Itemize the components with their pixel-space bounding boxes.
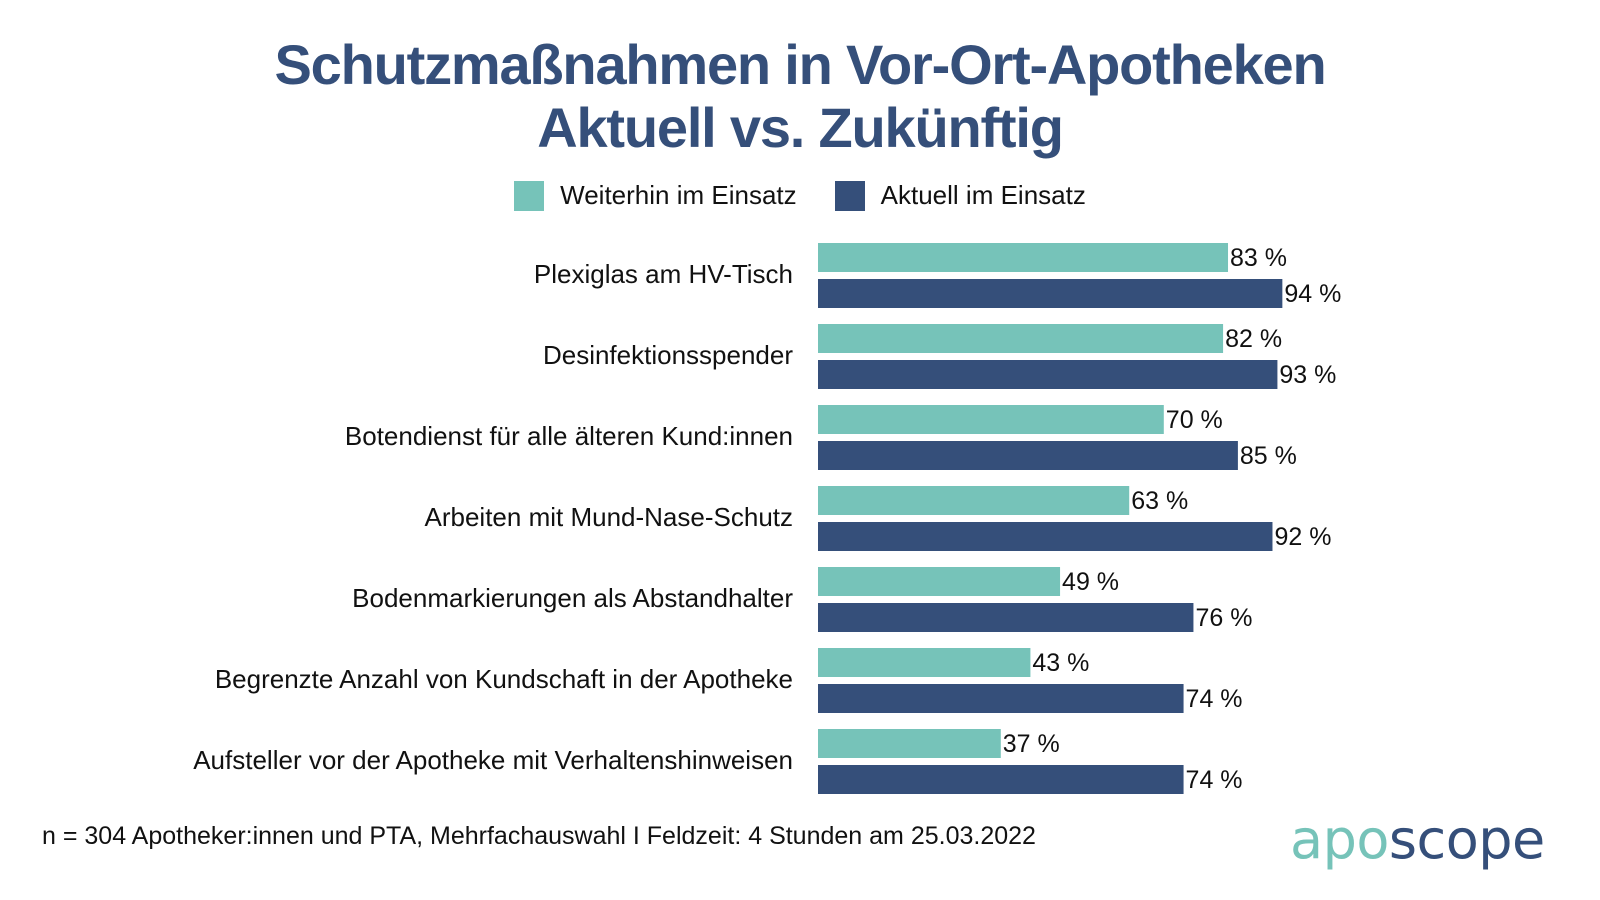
legend-item-weiterhin: Weiterhin im Einsatz xyxy=(514,180,797,211)
legend-swatch-aktuell xyxy=(834,180,865,211)
bar-group-plexiglas-am-hv-tisch: Plexiglas am HV-Tisch 83 % 94 % xyxy=(534,243,1341,308)
bar-group-begrenzte-anzahl-von-kundschaft-in-der-apotheke: Begrenzte Anzahl von Kundschaft in der A… xyxy=(215,648,1243,713)
bar-weiterhin-im-einsatz xyxy=(818,648,1031,677)
bar-weiterhin-im-einsatz xyxy=(818,567,1061,596)
bar-group-bodenmarkierungen-als-abstandhalter: Bodenmarkierungen als Abstandhalter 49 % 7… xyxy=(352,567,1252,632)
value-label-weiterhin-im-einsatz: 37 % xyxy=(1003,730,1060,758)
bar-aktuell-im-einsatz xyxy=(818,765,1184,794)
bar-weiterhin-im-einsatz xyxy=(818,486,1130,515)
value-label-aktuell-im-einsatz: 85 % xyxy=(1240,442,1297,470)
aposcope-logo: aposcope xyxy=(1290,808,1545,871)
bar-aktuell-im-einsatz xyxy=(818,441,1238,470)
category-label: Desinfektionsspender xyxy=(543,340,793,370)
category-label: Arbeiten mit Mund-Nase-Schutz xyxy=(425,502,793,532)
bar-aktuell-im-einsatz xyxy=(818,522,1273,551)
bar-weiterhin-im-einsatz xyxy=(818,243,1229,272)
value-label-aktuell-im-einsatz: 92 % xyxy=(1274,523,1331,551)
bar-group-aufsteller-vor-der-apotheke-mit-verhaltenshinweisen: Aufsteller vor der Apotheke mit Verhalte… xyxy=(193,729,1243,794)
bar-group-desinfektionsspender: Desinfektionsspender 82 % 93 % xyxy=(543,324,1336,389)
category-label: Botendienst für alle älteren Kund:innen xyxy=(345,421,793,451)
footnote: n = 304 Apotheker:innen und PTA, Mehrfac… xyxy=(42,822,1036,850)
category-label: Bodenmarkierungen als Abstandhalter xyxy=(352,583,793,613)
value-label-aktuell-im-einsatz: 94 % xyxy=(1284,280,1341,308)
legend-item-aktuell: Aktuell im Einsatz xyxy=(834,180,1086,211)
bar-weiterhin-im-einsatz xyxy=(818,324,1224,353)
bar-group-arbeiten-mit-mund-nase-schutz: Arbeiten mit Mund-Nase-Schutz 63 % 92 % xyxy=(425,486,1331,551)
value-label-aktuell-im-einsatz: 74 % xyxy=(1186,685,1243,713)
legend: Weiterhin im Einsatz Aktuell im Einsatz xyxy=(0,180,1600,211)
legend-label-aktuell: Aktuell im Einsatz xyxy=(880,180,1086,210)
bar-weiterhin-im-einsatz xyxy=(818,405,1164,434)
value-label-aktuell-im-einsatz: 74 % xyxy=(1186,766,1243,794)
value-label-aktuell-im-einsatz: 93 % xyxy=(1279,361,1336,389)
category-label: Plexiglas am HV-Tisch xyxy=(534,259,793,289)
legend-label-weiterhin: Weiterhin im Einsatz xyxy=(560,180,797,210)
bar-aktuell-im-einsatz xyxy=(818,360,1278,389)
bar-group-botendienst-f-r-alle-lteren-kund-innen: Botendienst für alle älteren Kund:innen 7… xyxy=(345,405,1297,470)
value-label-weiterhin-im-einsatz: 83 % xyxy=(1230,244,1287,272)
bar-aktuell-im-einsatz xyxy=(818,684,1184,713)
logo-part-scope: scope xyxy=(1388,808,1545,871)
value-label-weiterhin-im-einsatz: 82 % xyxy=(1225,325,1282,353)
legend-swatch-weiterhin xyxy=(514,180,545,211)
logo-part-apo: apo xyxy=(1290,808,1389,871)
bar-weiterhin-im-einsatz xyxy=(818,729,1001,758)
category-label: Begrenzte Anzahl von Kundschaft in der A… xyxy=(215,664,793,694)
category-label: Aufsteller vor der Apotheke mit Verhalte… xyxy=(193,745,793,775)
value-label-weiterhin-im-einsatz: 49 % xyxy=(1062,568,1119,596)
value-label-weiterhin-im-einsatz: 43 % xyxy=(1032,649,1089,677)
bar-aktuell-im-einsatz xyxy=(818,279,1283,308)
bar-aktuell-im-einsatz xyxy=(818,603,1194,632)
chart-subtitle: Aktuell vs. Zukünftig xyxy=(537,96,1064,159)
chart-title: Schutzmaßnahmen in Vor-Ort-Apotheken xyxy=(274,33,1327,96)
value-label-aktuell-im-einsatz: 76 % xyxy=(1195,604,1252,632)
value-label-weiterhin-im-einsatz: 63 % xyxy=(1131,487,1188,515)
value-label-weiterhin-im-einsatz: 70 % xyxy=(1166,406,1223,434)
